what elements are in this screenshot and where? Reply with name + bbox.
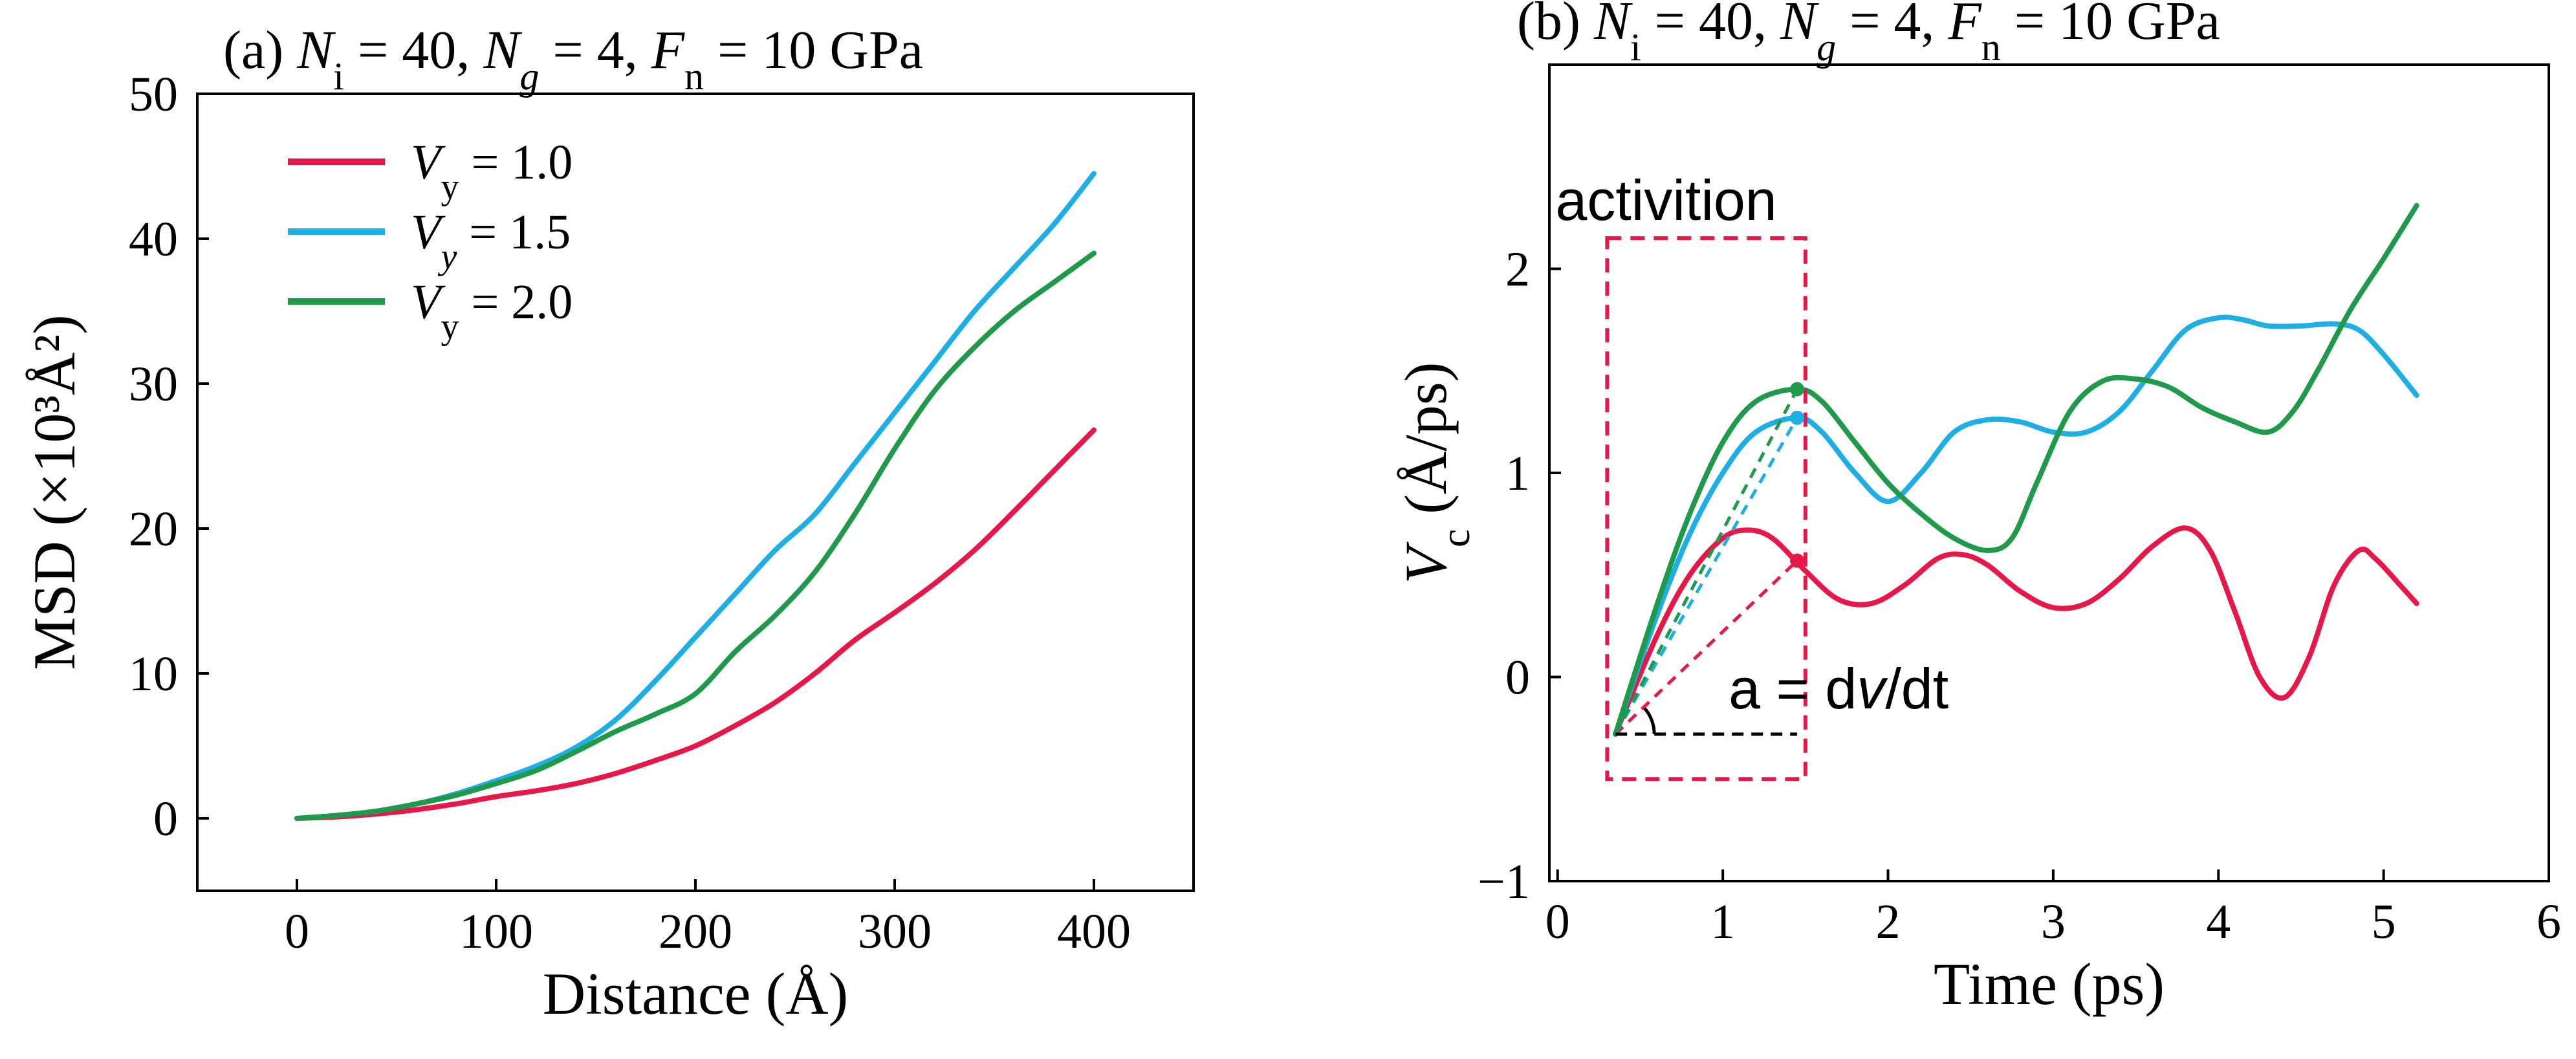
y-tick-label: 0 [1505, 651, 1530, 705]
plot-frame [196, 93, 1195, 892]
legend-label-3: Vy = 2.0 [411, 275, 573, 347]
y-tick-label: −1 [1478, 855, 1530, 909]
x-tick-label: 1 [1710, 895, 1735, 949]
y-tick-label: 10 [129, 647, 178, 701]
x-axis-label: Time (ps) [1934, 951, 2165, 1017]
peak-marker-3 [1790, 382, 1805, 397]
x-tick-label: 2 [1876, 895, 1901, 949]
y-tick-label: 1 [1505, 446, 1530, 501]
chart-title: (a) Ni = 40, Ng = 4, Fn = 10 GPa [223, 20, 923, 98]
y-axis-label: Vc (Å/ps) [1393, 362, 1478, 584]
slope-line-2 [1613, 417, 1799, 736]
y-axis-label: MSD (×10³Å²) [21, 314, 87, 670]
peak-marker-1 [1790, 553, 1805, 568]
series-line-1 [1613, 525, 2419, 737]
x-tick-label: 0 [285, 904, 309, 959]
x-tick-label: 0 [1545, 895, 1570, 949]
x-axis-label: Distance (Å) [543, 961, 849, 1027]
slope-equation-label: a = dv/dt [1729, 657, 1948, 721]
panel-b-velocity-chart: (b) Ni = 40, Ng = 4, Fn = 10 GPa 0 1 2 3 4 5 6 −… [1393, 0, 2561, 1017]
series-line-3 [1613, 202, 2419, 737]
activation-box [1605, 236, 1807, 781]
chart-title: (b) Ni = 40, Ng = 4, Fn = 10 GPa [1517, 0, 2220, 69]
series-line-3 [294, 250, 1097, 821]
series-line-2 [1613, 314, 2419, 737]
legend-label-1: Vy = 1.0 [411, 135, 573, 207]
panel-letter: (b) [1517, 0, 1594, 51]
angle-arc [1643, 707, 1656, 734]
x-tick-label: 100 [459, 904, 533, 959]
activation-label: activition [1555, 168, 1776, 232]
panel-letter: (a) [223, 20, 297, 80]
x-tick-label: 3 [2041, 895, 2066, 949]
x-tick-label: 300 [858, 904, 932, 959]
slope-line-1 [1614, 559, 1798, 736]
y-tick-label: 2 [1505, 243, 1530, 297]
x-tick-label: 400 [1057, 904, 1131, 959]
x-tick-label: 6 [2537, 895, 2561, 949]
y-tick-label: 50 [129, 67, 178, 122]
series-line-2 [294, 171, 1097, 821]
y-tick-label: 0 [153, 792, 178, 846]
x-tick-label: 4 [2206, 895, 2231, 949]
y-tick-label: 40 [129, 212, 178, 267]
x-tick-label: 200 [659, 904, 732, 959]
peak-marker-2 [1790, 410, 1805, 425]
legend-label-2: Vy = 1.5 [411, 205, 571, 277]
series-line-1 [294, 427, 1097, 821]
x-tick-label: 5 [2372, 895, 2396, 949]
y-tick-label: 20 [129, 502, 178, 556]
y-tick-label: 30 [129, 357, 178, 411]
